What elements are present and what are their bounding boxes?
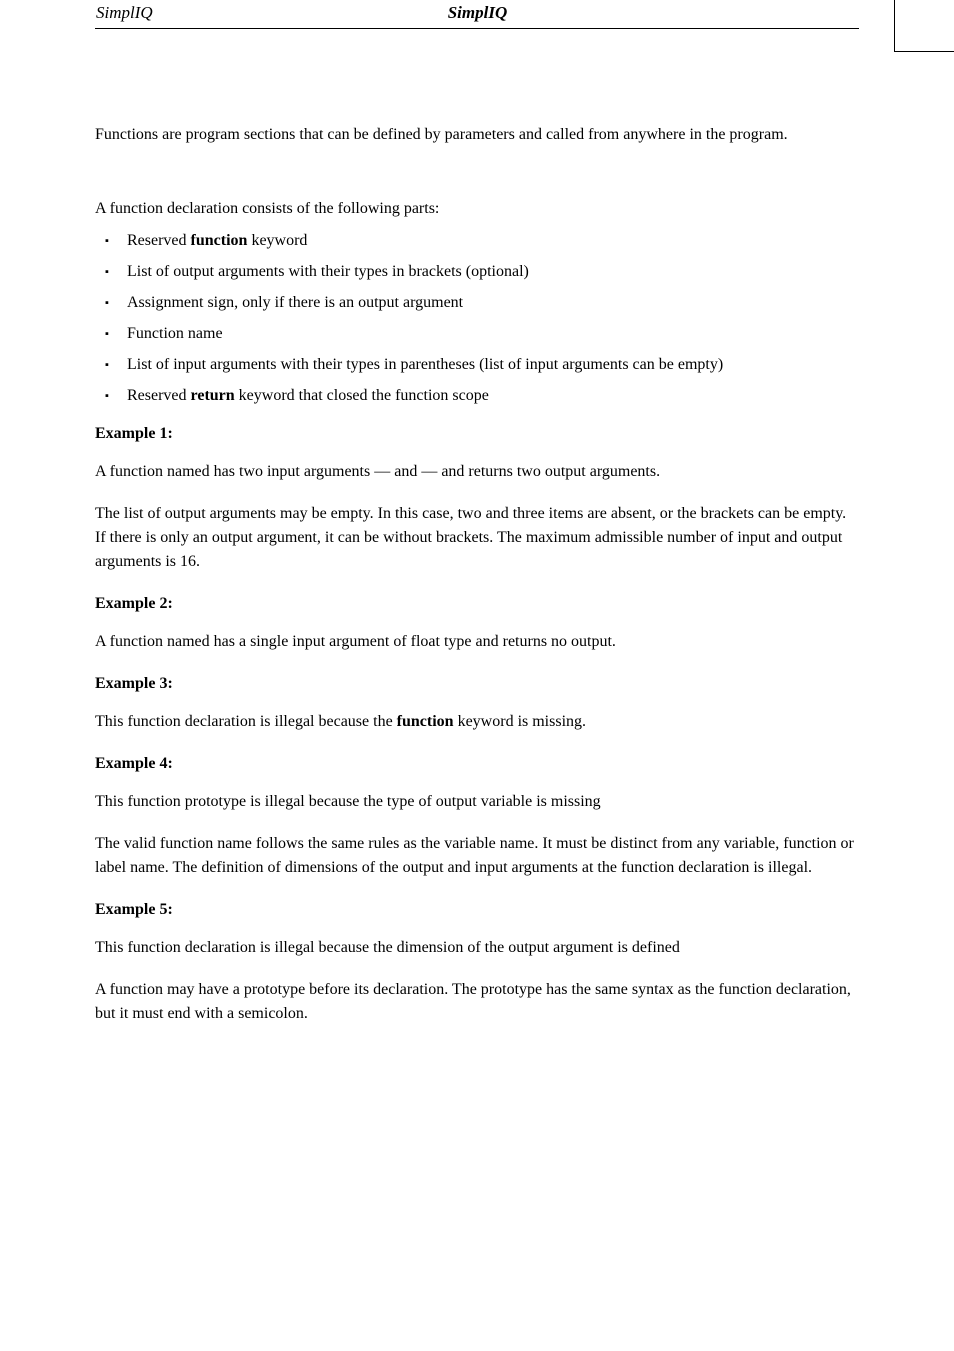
declaration-intro: A function declaration consists of the f…	[95, 197, 859, 221]
example-4-note: The valid function name follows the same…	[95, 832, 859, 880]
example-5-note: A function may have a prototype before i…	[95, 978, 859, 1026]
example-2-heading: Example 2:	[95, 592, 859, 616]
list-item: Reserved function keyword	[95, 229, 859, 253]
declaration-list: Reserved function keyword List of output…	[95, 229, 859, 408]
example-3-text: This function declaration is illegal bec…	[95, 710, 859, 734]
example-1-note: The list of output arguments may be empt…	[95, 502, 859, 574]
example-1-heading: Example 1:	[95, 422, 859, 446]
document-body: Functions are program sections that can …	[95, 33, 859, 1026]
list-item: List of output arguments with their type…	[95, 260, 859, 284]
list-item: Function name	[95, 322, 859, 346]
example-1-text: A function named has two input arguments…	[95, 460, 859, 484]
example-2-text: A function named has a single input argu…	[95, 630, 859, 654]
header-right	[605, 0, 859, 26]
intro-paragraph: Functions are program sections that can …	[95, 123, 859, 147]
page-corner-box	[894, 0, 954, 52]
example-4-text: This function prototype is illegal becau…	[95, 790, 859, 814]
example-5-text: This function declaration is illegal bec…	[95, 936, 859, 960]
example-5-heading: Example 5:	[95, 898, 859, 922]
list-item: Assignment sign, only if there is an out…	[95, 291, 859, 315]
list-item: Reserved return keyword that closed the …	[95, 384, 859, 408]
header-center: SimplIQ	[350, 0, 604, 26]
example-4-heading: Example 4:	[95, 752, 859, 776]
list-item: List of input arguments with their types…	[95, 353, 859, 377]
page-header: SimplIQ SimplIQ	[95, 0, 859, 29]
header-left: SimplIQ	[95, 0, 350, 26]
example-3-heading: Example 3:	[95, 672, 859, 696]
